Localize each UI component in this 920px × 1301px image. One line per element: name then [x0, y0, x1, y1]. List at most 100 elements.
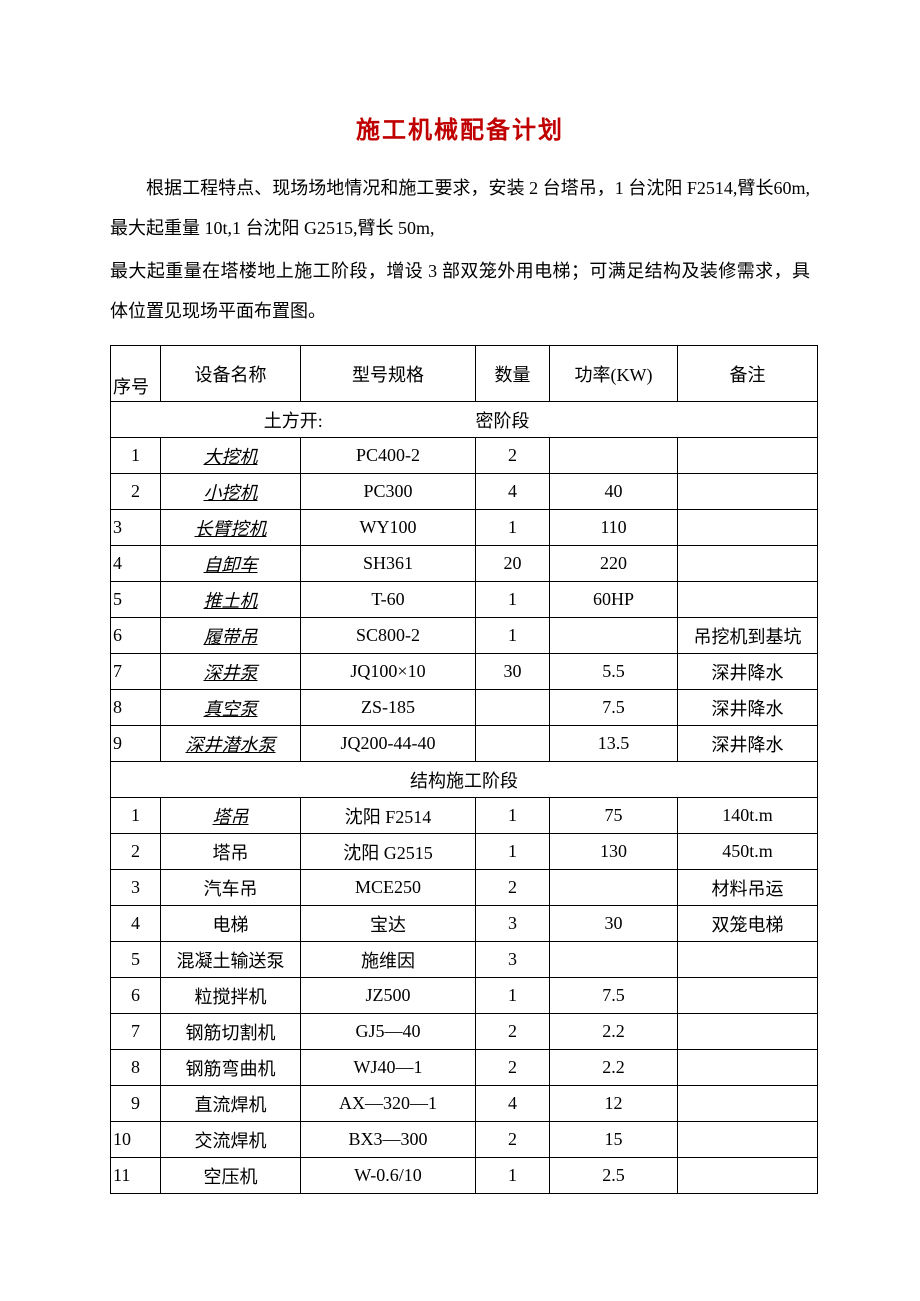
cell-equipment-name: 深井潜水泵 — [161, 726, 301, 762]
cell-note: 吊挖机到基坑 — [678, 618, 818, 654]
cell-note: 450t.m — [678, 834, 818, 870]
cell-seq: 11 — [111, 1158, 161, 1194]
cell-note: 双笼电梯 — [678, 906, 818, 942]
cell-equipment-name: 深井泵 — [161, 654, 301, 690]
cell-seq: 9 — [111, 1086, 161, 1122]
intro-text-1: 根据工程特点、现场场地情况和施工要求，安装 2 台塔吊，1 台沈阳 F2514,… — [110, 178, 810, 238]
cell-note: 深井降水 — [678, 690, 818, 726]
table-row: 7钢筋切割机GJ5—4022.2 — [111, 1014, 818, 1050]
cell-model: 宝达 — [301, 906, 476, 942]
cell-equipment-name: 推土机 — [161, 582, 301, 618]
equipment-name-text: 深井潜水泵 — [186, 735, 276, 755]
cell-model: WY100 — [301, 510, 476, 546]
cell-power: 12 — [550, 1086, 678, 1122]
cell-seq: 6 — [111, 618, 161, 654]
table-row: 4电梯宝达330双笼电梯 — [111, 906, 818, 942]
cell-note: 深井降水 — [678, 726, 818, 762]
cell-model: 施维因 — [301, 942, 476, 978]
cell-equipment-name: 履带吊 — [161, 618, 301, 654]
cell-seq: 4 — [111, 906, 161, 942]
cell-qty: 30 — [476, 654, 550, 690]
cell-power: 130 — [550, 834, 678, 870]
col-header-seq: 序号 — [111, 346, 161, 402]
cell-equipment-name: 长臂挖机 — [161, 510, 301, 546]
cell-model: 沈阳 G2515 — [301, 834, 476, 870]
cell-power: 60HP — [550, 582, 678, 618]
equipment-name-text: 小挖机 — [204, 483, 258, 503]
cell-equipment-name: 塔吊 — [161, 798, 301, 834]
cell-note — [678, 582, 818, 618]
section-heading-row: 结构施工阶段 — [111, 762, 818, 798]
cell-qty: 3 — [476, 942, 550, 978]
cell-power: 5.5 — [550, 654, 678, 690]
table-row: 11空压机W-0.6/1012.5 — [111, 1158, 818, 1194]
cell-model: T-60 — [301, 582, 476, 618]
cell-power — [550, 942, 678, 978]
cell-note — [678, 942, 818, 978]
table-row: 9直流焊机AX—320—1412 — [111, 1086, 818, 1122]
table-row: 8钢筋弯曲机WJ40—122.2 — [111, 1050, 818, 1086]
equipment-table-container: 序号设备名称型号规格数量功率(KW)备注土方开:密阶段1大挖机PC400-222… — [110, 345, 810, 1194]
table-row: 5推土机T-60160HP — [111, 582, 818, 618]
table-row: 2塔吊沈阳 G25151130450t.m — [111, 834, 818, 870]
cell-model: SC800-2 — [301, 618, 476, 654]
cell-model: WJ40—1 — [301, 1050, 476, 1086]
cell-seq: 10 — [111, 1122, 161, 1158]
cell-note — [678, 438, 818, 474]
section-heading-left: 土方开: — [111, 402, 476, 438]
cell-seq: 1 — [111, 438, 161, 474]
cell-qty: 1 — [476, 798, 550, 834]
cell-qty: 1 — [476, 510, 550, 546]
cell-note — [678, 1050, 818, 1086]
cell-seq: 3 — [111, 510, 161, 546]
cell-equipment-name: 真空泵 — [161, 690, 301, 726]
cell-note — [678, 1122, 818, 1158]
cell-qty: 4 — [476, 1086, 550, 1122]
cell-seq: 8 — [111, 1050, 161, 1086]
equipment-name-text: 长臂挖机 — [195, 519, 267, 539]
cell-note — [678, 978, 818, 1014]
cell-note — [678, 1014, 818, 1050]
col-header-power: 功率(KW) — [550, 346, 678, 402]
cell-seq: 7 — [111, 654, 161, 690]
cell-model: 沈阳 F2514 — [301, 798, 476, 834]
cell-equipment-name: 汽车吊 — [161, 870, 301, 906]
table-row: 2小挖机PC300440 — [111, 474, 818, 510]
equipment-table: 序号设备名称型号规格数量功率(KW)备注土方开:密阶段1大挖机PC400-222… — [110, 345, 818, 1194]
cell-model: JQ200-44-40 — [301, 726, 476, 762]
cell-model: PC400-2 — [301, 438, 476, 474]
cell-qty: 1 — [476, 582, 550, 618]
cell-equipment-name: 塔吊 — [161, 834, 301, 870]
cell-power — [550, 870, 678, 906]
cell-power — [550, 618, 678, 654]
page-title: 施工机械配备计划 — [110, 110, 810, 145]
cell-note — [678, 546, 818, 582]
cell-seq: 5 — [111, 582, 161, 618]
cell-qty: 1 — [476, 834, 550, 870]
cell-seq: 2 — [111, 474, 161, 510]
equipment-name-text: 真空泵 — [204, 699, 258, 719]
table-row: 3长臂挖机WY1001110 — [111, 510, 818, 546]
cell-model: PC300 — [301, 474, 476, 510]
cell-power: 75 — [550, 798, 678, 834]
equipment-name-text: 大挖机 — [204, 447, 258, 467]
cell-equipment-name: 混凝土输送泵 — [161, 942, 301, 978]
cell-equipment-name: 自卸车 — [161, 546, 301, 582]
cell-qty: 1 — [476, 618, 550, 654]
cell-model: SH361 — [301, 546, 476, 582]
cell-model: ZS-185 — [301, 690, 476, 726]
cell-qty: 1 — [476, 1158, 550, 1194]
cell-qty: 2 — [476, 438, 550, 474]
equipment-name-text: 塔吊 — [213, 807, 249, 827]
col-header-model: 型号规格 — [301, 346, 476, 402]
cell-power — [550, 438, 678, 474]
cell-power: 7.5 — [550, 978, 678, 1014]
table-header-row: 序号设备名称型号规格数量功率(KW)备注 — [111, 346, 818, 402]
cell-note — [678, 474, 818, 510]
cell-power: 7.5 — [550, 690, 678, 726]
table-row: 1 大挖机 PC400-22 — [111, 438, 818, 474]
cell-seq: 5 — [111, 942, 161, 978]
equipment-name-text: 履带吊 — [204, 627, 258, 647]
table-row: 5混凝土输送泵施维因3 — [111, 942, 818, 978]
cell-seq: 4 — [111, 546, 161, 582]
